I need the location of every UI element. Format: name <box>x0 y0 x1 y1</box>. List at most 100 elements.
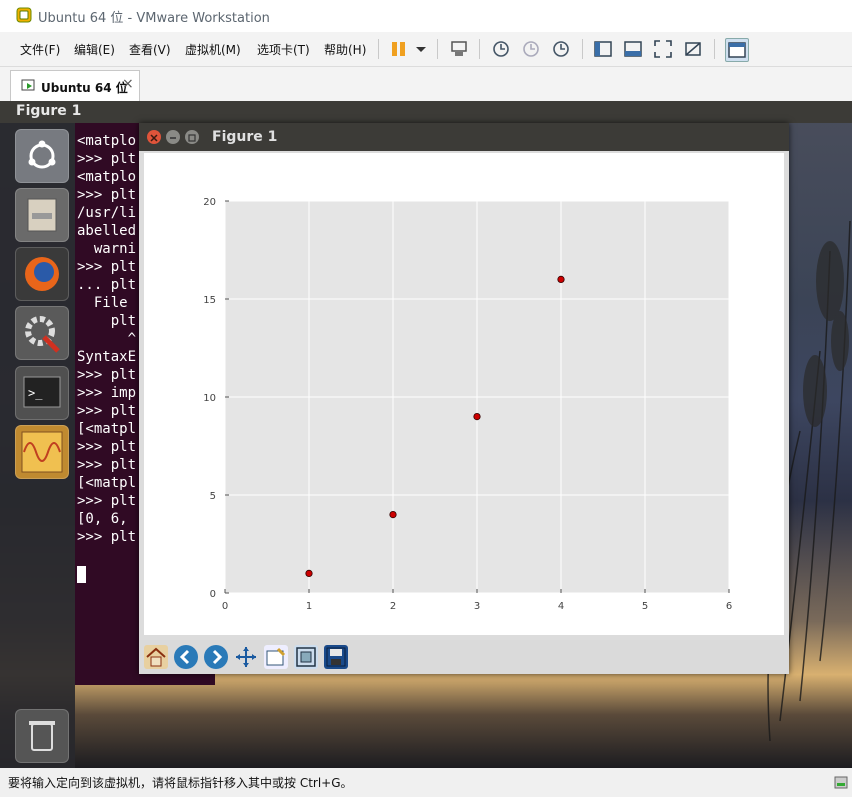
terminal-line: [<matpl <box>77 475 137 491</box>
data-point <box>389 510 397 519</box>
console-view-icon[interactable] <box>725 38 749 62</box>
figure-app-icon[interactable] <box>15 425 69 479</box>
y-tick-label: 0 <box>210 589 216 600</box>
scatter-chart: 0 1 2 3 4 5 6 0 5 10 15 20 <box>203 197 732 612</box>
thumbnail-bar-icon[interactable] <box>622 38 644 60</box>
terminal-line: >>> plt <box>77 367 137 383</box>
figure-window: Figure 1 0 1 2 3 4 5 6 0 5 10 15 20 <box>139 123 789 674</box>
terminal-line: >>> imp <box>77 385 137 401</box>
back-icon[interactable] <box>174 645 198 669</box>
terminal-line: warni <box>77 241 137 257</box>
panel-title: Figure 1 <box>16 103 82 119</box>
configure-subplots-icon[interactable] <box>264 645 288 669</box>
firefox-icon[interactable] <box>15 247 69 301</box>
toolbar-separator <box>437 39 438 59</box>
x-tick-label: 5 <box>642 601 648 612</box>
send-ctrl-alt-del-icon[interactable] <box>448 38 470 60</box>
snapshot-icon[interactable] <box>490 38 512 60</box>
x-tick-label: 3 <box>474 601 480 612</box>
status-bar: 要将输入定向到该虚拟机，请将鼠标指针移入其中或按 Ctrl+G。 <box>0 768 852 797</box>
menu-tabs[interactable]: 选项卡(T) <box>257 43 310 57</box>
terminal-line: [0, 6, <box>77 511 128 527</box>
terminal-line: <matplo <box>77 169 137 185</box>
device-status-icon[interactable] <box>834 774 848 794</box>
minimize-icon[interactable] <box>166 130 180 144</box>
menu-help[interactable]: 帮助(H) <box>324 43 367 57</box>
svg-text:>_: >_ <box>28 386 43 400</box>
x-tick-label: 2 <box>390 601 396 612</box>
toolbar-separator <box>714 39 715 59</box>
tab-label: Ubuntu 64 位 <box>41 81 128 95</box>
figure-toolbar <box>139 640 789 674</box>
terminal-line: >>> plt <box>77 259 137 275</box>
figure-title: Figure 1 <box>212 129 278 145</box>
terminal-line: >>> plt <box>77 151 137 167</box>
terminal-line: /usr/li <box>77 205 137 221</box>
revert-snapshot-icon[interactable] <box>520 38 542 60</box>
terminal-line: ^ <box>77 331 137 347</box>
menu-view[interactable]: 查看(V) <box>129 43 171 57</box>
vmware-logo-icon <box>16 7 32 23</box>
unity-icon[interactable] <box>682 38 704 60</box>
tab-close-icon[interactable]: × <box>122 76 134 92</box>
x-tick-label: 6 <box>726 601 732 612</box>
menu-vm[interactable]: 虚拟机(M) <box>185 43 241 57</box>
terminal-line: SyntaxE <box>77 349 137 365</box>
files-icon[interactable] <box>15 188 69 242</box>
terminal-line: plt <box>77 313 137 329</box>
dropdown-icon[interactable] <box>410 38 432 60</box>
menu-file[interactable]: 文件(F) <box>20 43 61 57</box>
window-titlebar: Ubuntu 64 位 - VMware Workstation <box>0 0 852 32</box>
status-text: 要将输入定向到该虚拟机，请将鼠标指针移入其中或按 Ctrl+G。 <box>8 776 353 790</box>
pan-icon[interactable] <box>234 645 258 669</box>
figure-titlebar: Figure 1 <box>139 123 789 151</box>
close-icon[interactable] <box>147 130 161 144</box>
home-icon[interactable] <box>144 645 168 669</box>
zoom-rect-icon[interactable] <box>294 645 318 669</box>
window-title: Ubuntu 64 位 - VMware Workstation <box>38 11 270 26</box>
ubuntu-top-panel: Figure 1 <box>0 101 852 123</box>
y-tick-label: 5 <box>210 491 216 502</box>
full-screen-icon[interactable] <box>652 38 674 60</box>
maximize-icon[interactable] <box>185 130 199 144</box>
x-tick-label: 4 <box>558 601 564 612</box>
terminal-icon[interactable]: >_ <box>15 366 69 420</box>
data-point <box>473 412 481 421</box>
forward-icon[interactable] <box>204 645 228 669</box>
terminal-line: >>> plt <box>77 529 137 545</box>
terminal-line: ... plt <box>77 277 137 293</box>
y-tick-label: 15 <box>203 295 216 306</box>
toolbar-separator <box>479 39 480 59</box>
unity-launcher: >_ <box>0 123 75 768</box>
trash-icon[interactable] <box>15 709 69 763</box>
terminal-line: >>> plt <box>77 493 137 509</box>
ubuntu-logo-icon[interactable] <box>15 129 69 183</box>
toolbar-separator <box>582 39 583 59</box>
data-point <box>557 275 565 284</box>
terminal-line: File <box>77 295 128 311</box>
x-tick-label: 0 <box>222 601 228 612</box>
terminal-line: >>> plt <box>77 457 137 473</box>
manage-snapshots-icon[interactable] <box>550 38 572 60</box>
toolbar-separator <box>378 39 379 59</box>
tab-ubuntu[interactable]: Ubuntu 64 位 × <box>10 70 140 101</box>
terminal-line: >>> plt <box>77 439 137 455</box>
terminal-line: <matplo <box>77 133 137 149</box>
terminal-line: >>> plt <box>77 187 137 203</box>
plot-canvas[interactable]: 0 1 2 3 4 5 6 0 5 10 15 20 <box>144 153 784 635</box>
vm-running-icon <box>21 78 37 98</box>
save-icon[interactable] <box>324 645 348 669</box>
terminal-line: >>> plt <box>77 403 137 419</box>
terminal-line: [<matpl <box>77 421 137 437</box>
settings-icon[interactable] <box>15 306 69 360</box>
y-tick-label: 20 <box>203 197 216 208</box>
pause-icon[interactable] <box>388 38 410 60</box>
menu-edit[interactable]: 编辑(E) <box>74 43 115 57</box>
terminal-cursor <box>77 566 86 583</box>
x-tick-label: 1 <box>306 601 312 612</box>
tab-strip <box>0 67 852 101</box>
show-library-icon[interactable] <box>592 38 614 60</box>
menubar: 文件(F) 编辑(E) 查看(V) 虚拟机(M) 选项卡(T) 帮助(H) <box>0 32 852 67</box>
terminal-line: abelled <box>77 223 137 239</box>
y-tick-label: 10 <box>203 393 216 404</box>
